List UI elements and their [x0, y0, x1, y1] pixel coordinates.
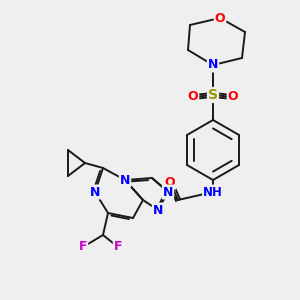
Text: N: N — [163, 185, 173, 199]
Text: N: N — [208, 58, 218, 71]
Text: O: O — [165, 176, 175, 188]
Text: O: O — [228, 91, 238, 103]
Text: F: F — [79, 241, 87, 254]
Text: N: N — [120, 173, 130, 187]
Text: NH: NH — [203, 185, 223, 199]
Text: F: F — [114, 241, 122, 254]
Text: O: O — [188, 91, 198, 103]
Text: N: N — [90, 185, 100, 199]
Text: N: N — [153, 203, 163, 217]
Text: S: S — [208, 88, 218, 102]
Text: O: O — [215, 11, 225, 25]
